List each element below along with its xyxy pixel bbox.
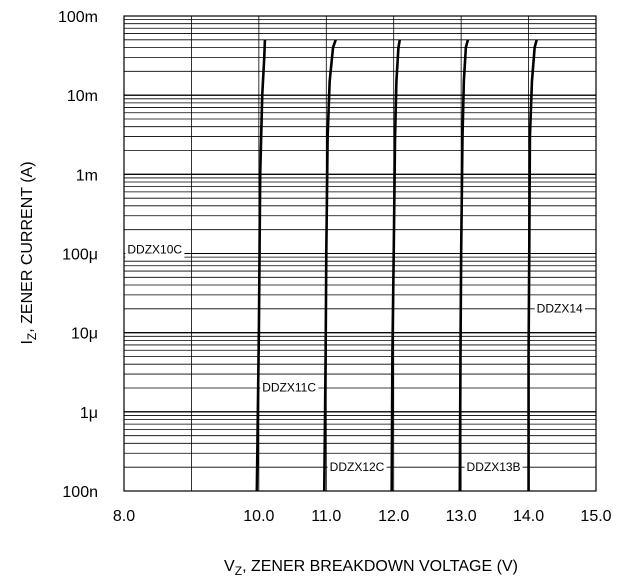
series-labels: DDZX10C DDZX11C DDZX12C DDZX13B DDZX14 — [125, 241, 586, 475]
y-axis-title: IZ, ZENER CURRENT (A) — [19, 161, 39, 344]
series-label-background — [260, 379, 319, 396]
y-tick-label: 1m — [76, 167, 98, 184]
x-tick-label: 12.0 — [378, 508, 409, 525]
y-tick-label: 100μ — [62, 247, 98, 264]
y-tick-label: 10m — [67, 88, 98, 105]
series-label-ddzx10c: DDZX10C — [127, 243, 182, 257]
x-tick-label: 8.0 — [113, 508, 135, 525]
series-curve-ddzx14 — [527, 39, 538, 491]
grid — [123, 15, 597, 492]
series-label-background — [534, 300, 586, 317]
x-tick-label: 15.0 — [580, 508, 611, 525]
x-axis-title: VZ, ZENER BREAKDOWN VOLTAGE (V) — [224, 558, 518, 578]
series-label-background — [327, 458, 387, 475]
x-tick-label: 10.0 — [243, 508, 274, 525]
series-curve-ddzx12c — [390, 39, 402, 492]
series-label-ddzx12c: DDZX12C — [330, 460, 385, 474]
series-curve-ddzx13b — [458, 39, 470, 492]
series-curves — [255, 39, 538, 492]
series-curve-ddzx11c — [322, 39, 337, 492]
x-tick-label: 14.0 — [513, 508, 544, 525]
y-tick-label: 1μ — [80, 405, 98, 422]
y-tick-label: 10μ — [71, 326, 98, 343]
plot-frame — [123, 15, 597, 492]
series-label-ddzx14: DDZX14 — [537, 301, 583, 315]
series-label-background — [125, 241, 185, 258]
x-tick-label: 13.0 — [446, 508, 477, 525]
series-curve-ddzx10c — [255, 39, 267, 492]
series-label-background — [464, 458, 523, 475]
y-tick-label: 100n — [62, 484, 98, 501]
series-label-ddzx11c: DDZX11C — [262, 381, 316, 395]
y-tick-label: 100m — [58, 9, 98, 26]
x-tick-label: 11.0 — [311, 508, 341, 525]
series-label-ddzx13b: DDZX13B — [467, 460, 521, 474]
tick-labels: 8.0 10.0 11.0 12.0 13.0 14.0 15.0 100m 10m 1m 100μ… — [58, 9, 612, 525]
